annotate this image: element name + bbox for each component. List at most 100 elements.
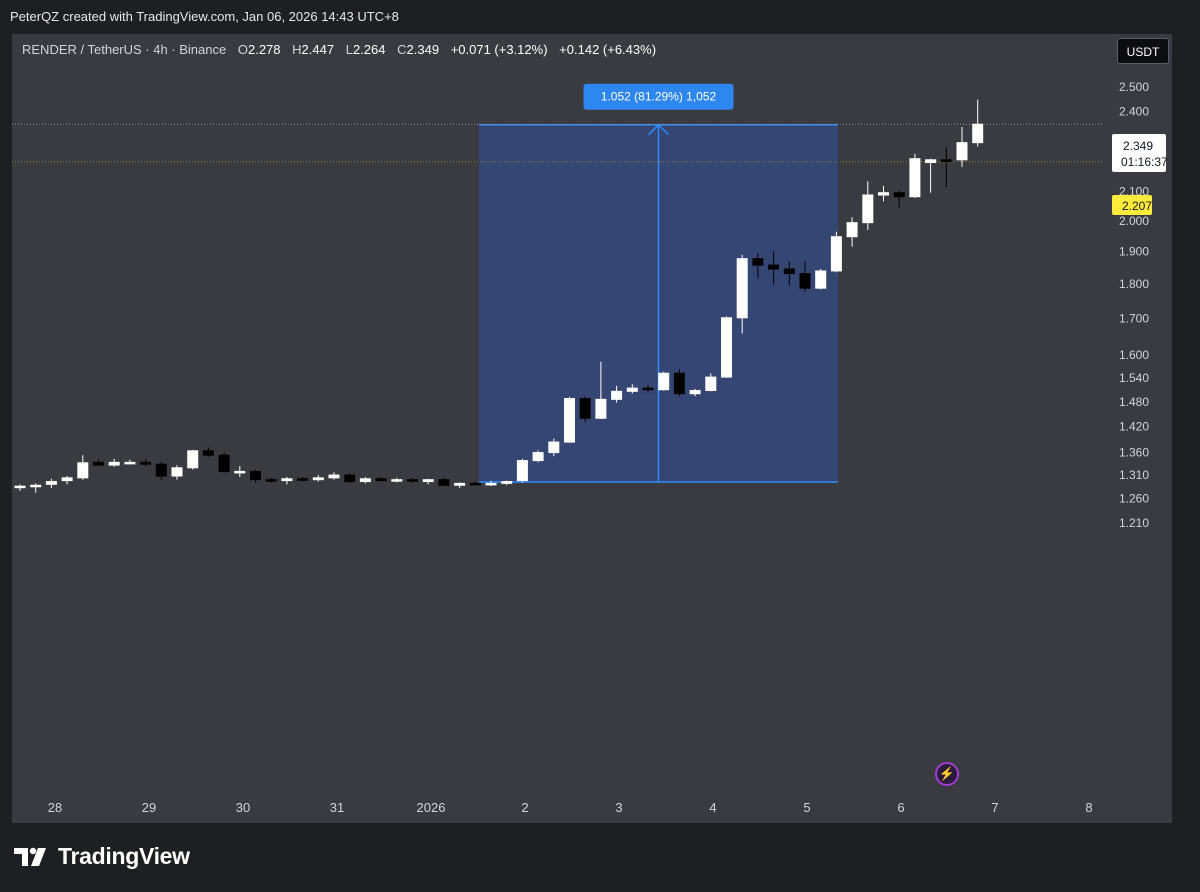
candle-body — [862, 194, 874, 224]
footer — [0, 823, 1200, 892]
candle-body — [595, 398, 607, 419]
candle-body — [312, 477, 324, 481]
last-price-value: 2.349 — [1123, 139, 1153, 153]
candle-body — [909, 158, 921, 198]
x-tick-label: 2 — [521, 800, 528, 815]
candle-body — [265, 479, 277, 482]
candle-body — [438, 479, 450, 486]
y-tick-label: 1.900 — [1119, 245, 1149, 259]
low-label: L — [345, 42, 353, 57]
candle-body — [878, 192, 889, 196]
yellow-price-label: 2.207 — [1112, 195, 1152, 215]
measure-arrowhead-icon — [647, 123, 670, 136]
candle-body — [202, 450, 214, 456]
candle-body — [218, 454, 230, 472]
last-price-label: 2.349 01:16:37 — [1112, 134, 1168, 172]
close-value: 2.349 — [406, 42, 440, 57]
candle-body — [626, 387, 638, 392]
x-tick-label: 29 — [142, 800, 156, 815]
y-tick-label: 1.480 — [1119, 395, 1149, 409]
candles — [14, 99, 984, 493]
candle-body — [359, 478, 371, 483]
candle-body — [391, 479, 403, 482]
x-tick-label: 5 — [803, 800, 810, 815]
x-tick-label: 3 — [615, 800, 622, 815]
measure-label-text: 1.052 (81.29%) 1,052 — [601, 90, 717, 104]
price-range-measure[interactable] — [479, 123, 838, 483]
y-tick-label: 1.540 — [1119, 371, 1149, 385]
candle-body — [893, 192, 905, 198]
close-label: C — [397, 42, 407, 57]
chart-area[interactable]: 1.052 (81.29%) 1,052 1.210 1.260 1.310 1.36… — [12, 34, 1172, 823]
y-tick-label: 1.210 — [1119, 516, 1149, 530]
brand-name: TradingView — [58, 843, 190, 869]
time-axis[interactable]: 28 29 30 31 2026 2 3 4 5 6 7 8 — [48, 800, 1093, 815]
candle-body — [124, 461, 136, 465]
y-tick-label: 1.700 — [1119, 312, 1149, 326]
candle-body — [956, 142, 968, 161]
currency-button[interactable]: USDT — [1117, 38, 1169, 64]
x-tick-label: 7 — [991, 800, 998, 815]
candle-body — [752, 258, 764, 266]
x-tick-label: 2026 — [417, 800, 446, 815]
candle-body — [925, 159, 937, 164]
candle-body — [234, 470, 246, 474]
candle-body — [344, 474, 356, 483]
candle-body — [93, 461, 104, 466]
y-tick-label: 1.600 — [1119, 348, 1149, 362]
candle-body — [532, 452, 544, 462]
candle-body — [469, 482, 481, 486]
lightning-icon[interactable]: ⚡ — [935, 762, 959, 786]
candle-body — [736, 258, 748, 319]
candle-body — [407, 479, 418, 482]
candle-body — [297, 478, 309, 481]
price-lines — [12, 123, 1104, 163]
candle-body — [548, 441, 560, 454]
symbol-legend[interactable]: RENDER / TetherUS · 4h · Binance O2.278 … — [22, 42, 656, 57]
candle-body — [564, 398, 575, 443]
candle-body — [422, 479, 434, 483]
candle-body — [705, 376, 717, 392]
x-tick-label: 6 — [897, 800, 904, 815]
y-tick-label: 1.310 — [1119, 468, 1149, 482]
candle-body — [501, 481, 513, 484]
candle-body — [815, 270, 827, 289]
measure-label-bg — [583, 83, 734, 110]
candle-body — [642, 387, 654, 391]
candle-body — [45, 481, 57, 485]
candle-body — [281, 478, 293, 482]
x-tick-label: 30 — [236, 800, 250, 815]
open-label: O — [237, 42, 248, 57]
candle-body — [673, 372, 685, 395]
yellow-price-value: 2.207 — [1122, 199, 1152, 213]
open-value: 2.278 — [247, 42, 281, 57]
tradingview-brand[interactable]: TradingView — [14, 843, 190, 870]
candle-body — [30, 484, 42, 488]
candlestick-chart[interactable]: 1.052 (81.29%) 1,052 1.210 1.260 1.310 1.36… — [12, 34, 1172, 823]
x-tick-label: 4 — [709, 800, 716, 815]
y-tick-label: 1.260 — [1119, 491, 1149, 505]
bar-countdown: 01:16:37 — [1121, 155, 1168, 169]
price-axis[interactable]: 1.210 1.260 1.310 1.360 1.420 1.480 1.540 1.600… — [1119, 80, 1149, 530]
candle-body — [77, 462, 89, 479]
symbol-info[interactable]: RENDER / TetherUS · 4h · Binance — [22, 42, 227, 57]
y-tick-label: 1.360 — [1119, 446, 1149, 460]
candle-body — [187, 450, 199, 469]
candle-body — [454, 482, 466, 486]
candle-body — [940, 159, 952, 162]
candle-body — [516, 460, 528, 482]
candle-body — [799, 273, 811, 289]
candle-body — [171, 467, 183, 477]
candle-body — [972, 123, 984, 144]
candle-body — [658, 372, 670, 391]
candle-body — [61, 477, 73, 482]
y-tick-label: 1.800 — [1119, 277, 1149, 291]
x-tick-label: 31 — [330, 800, 344, 815]
candle-body — [846, 222, 858, 238]
last-price-label-bg — [1112, 134, 1166, 172]
candle-body — [328, 474, 340, 479]
candle-body — [689, 390, 701, 395]
attribution-bar: PeterQZ created with TradingView.com, Ja… — [0, 0, 1200, 34]
candle-body — [721, 317, 732, 378]
y-tick-label: 1.420 — [1119, 420, 1149, 434]
